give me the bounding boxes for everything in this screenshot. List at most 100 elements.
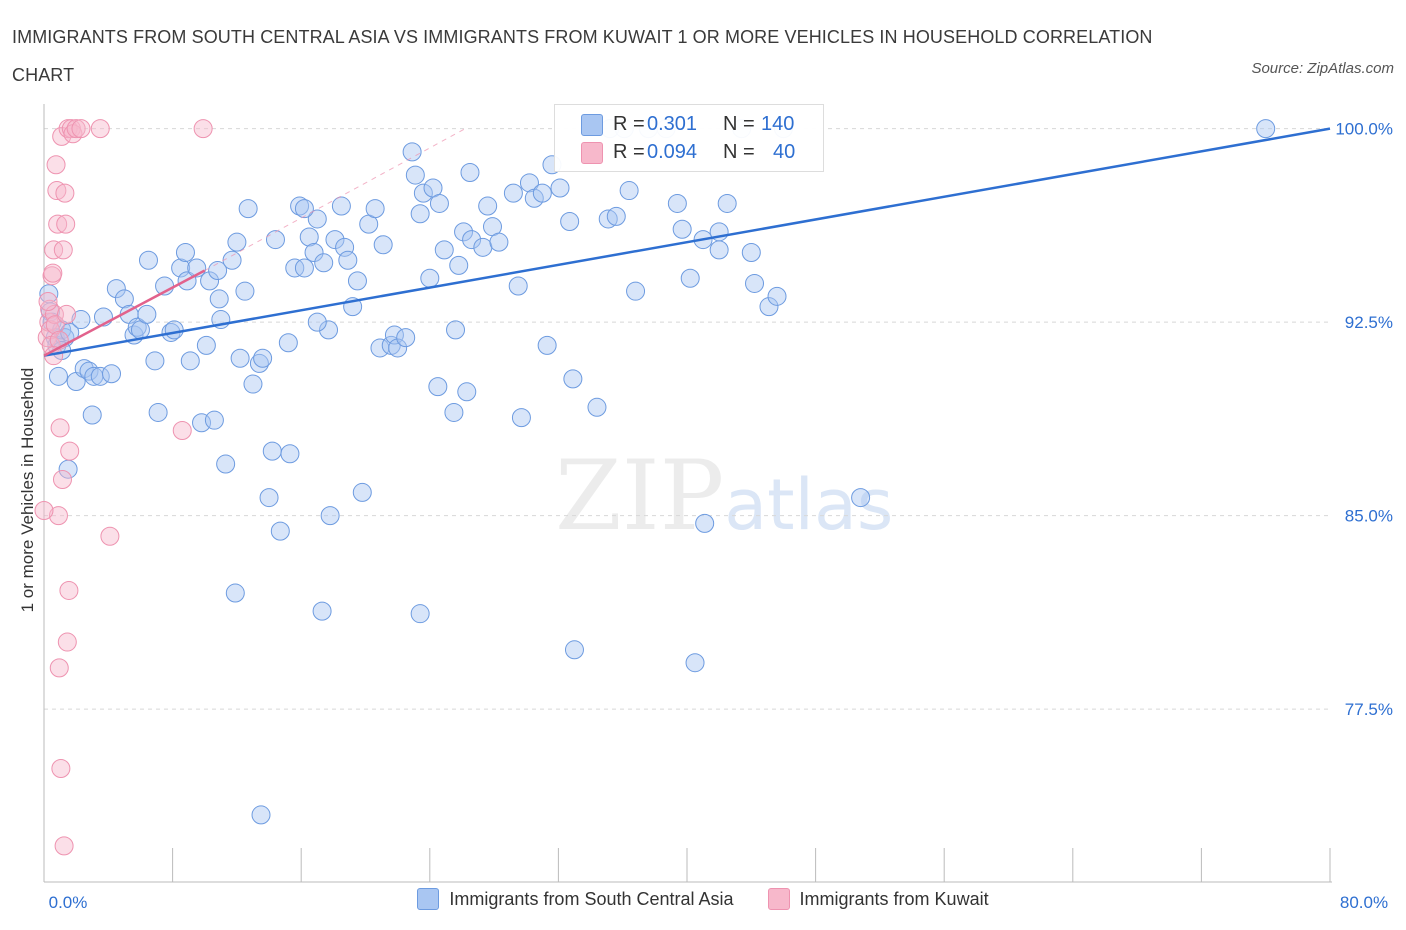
point-south-central-asia (457, 382, 477, 402)
legend: Immigrants from South Central Asia Immig… (0, 888, 1406, 910)
point-south-central-asia (138, 250, 158, 270)
point-south-central-asia (280, 444, 300, 464)
point-kuwait (57, 632, 77, 652)
point-south-central-asia (270, 521, 290, 541)
point-south-central-asia (285, 258, 305, 278)
point-south-central-asia (259, 488, 279, 508)
point-south-central-asia (335, 237, 355, 257)
point-south-central-asia (598, 209, 618, 229)
point-south-central-asia (106, 279, 126, 299)
stats-r-label: R = (613, 140, 645, 163)
point-kuwait (56, 214, 76, 234)
point-south-central-asia (429, 193, 449, 213)
point-south-central-asia (145, 351, 165, 371)
y-tick-label: 85.0% (1345, 507, 1393, 526)
stats-r-value-blue: 0.301 (647, 112, 698, 135)
point-south-central-asia (667, 193, 687, 213)
legend-label: Immigrants from South Central Asia (449, 888, 734, 909)
point-south-central-asia (709, 240, 729, 260)
point-south-central-asia (564, 640, 584, 660)
point-south-central-asia (402, 142, 422, 162)
point-south-central-asia (396, 328, 416, 348)
watermark: ZIPatlas (555, 440, 893, 552)
point-south-central-asia (759, 297, 779, 317)
point-south-central-asia (1256, 119, 1276, 139)
point-south-central-asia (532, 183, 552, 203)
point-kuwait (49, 658, 69, 678)
point-south-central-asia (462, 230, 482, 250)
point-south-central-asia (180, 351, 200, 371)
point-south-central-asia (619, 181, 639, 201)
stats-row-blue: R = 0.301 N = 140 (555, 110, 823, 138)
point-south-central-asia (71, 310, 91, 330)
point-south-central-asia (428, 377, 448, 397)
stats-swatch-pink (581, 142, 603, 164)
point-south-central-asia (851, 488, 871, 508)
point-south-central-asia (82, 405, 102, 425)
point-south-central-asia (39, 284, 59, 304)
point-kuwait (48, 506, 68, 526)
point-south-central-asia (478, 196, 498, 216)
point-south-central-asia (420, 268, 440, 288)
point-south-central-asia (384, 325, 404, 345)
point-south-central-asia (508, 276, 528, 296)
x-tick-label: 80.0% (1340, 893, 1388, 912)
point-south-central-asia (307, 312, 327, 332)
watermark-zip: ZIP (555, 440, 725, 552)
point-south-central-asia (560, 212, 580, 232)
point-south-central-asia (148, 402, 168, 422)
point-kuwait (38, 292, 58, 311)
point-south-central-asia (626, 281, 646, 301)
legend-item-south-central-asia[interactable]: Immigrants from South Central Asia (417, 888, 734, 910)
point-south-central-asia (200, 271, 220, 291)
point-south-central-asia (331, 196, 351, 216)
point-south-central-asia (587, 397, 607, 417)
point-kuwait (55, 183, 75, 203)
point-south-central-asia (265, 230, 285, 250)
axes (43, 104, 1332, 883)
point-south-central-asia (48, 366, 68, 386)
point-south-central-asia (695, 513, 715, 533)
point-south-central-asia (405, 165, 425, 185)
point-south-central-asia (314, 253, 334, 273)
y-tick-label: 92.5% (1345, 313, 1393, 332)
point-south-central-asia (410, 604, 430, 624)
legend-item-kuwait[interactable]: Immigrants from Kuwait (767, 888, 989, 910)
point-south-central-asia (745, 273, 765, 293)
tick-labels: 77.5% 85.0% 92.5% 100.0% 0.0% 80.0% (49, 120, 1393, 912)
point-south-central-asia (230, 348, 250, 368)
point-kuwait (51, 758, 71, 778)
data-points (34, 119, 1276, 856)
stats-n-label: N = (723, 140, 755, 163)
point-south-central-asia (685, 653, 705, 673)
point-south-central-asia (278, 333, 298, 353)
point-south-central-asia (164, 320, 184, 340)
point-south-central-asia (741, 242, 761, 262)
point-south-central-asia (262, 441, 282, 461)
point-south-central-asia (238, 199, 258, 219)
point-south-central-asia (373, 235, 393, 255)
stats-n-value-blue: 140 (761, 112, 795, 135)
point-south-central-asia (222, 250, 242, 270)
point-south-central-asia (227, 232, 247, 252)
point-south-central-asia (175, 242, 195, 262)
point-south-central-asia (767, 286, 787, 306)
point-kuwait (34, 500, 54, 520)
point-south-central-asia (235, 281, 255, 301)
y-tick-label: 77.5% (1345, 700, 1393, 719)
point-south-central-asia (319, 320, 339, 340)
point-kuwait (57, 304, 77, 324)
stats-swatch-blue (581, 114, 603, 136)
point-south-central-asia (365, 199, 385, 219)
point-south-central-asia (299, 227, 319, 247)
point-south-central-asia (249, 353, 269, 373)
point-kuwait (59, 580, 79, 600)
legend-label: Immigrants from Kuwait (799, 888, 989, 909)
point-kuwait (193, 119, 213, 139)
point-south-central-asia (243, 374, 263, 394)
point-south-central-asia (606, 206, 626, 226)
point-south-central-asia (537, 335, 557, 355)
point-kuwait (43, 263, 63, 283)
point-south-central-asia (127, 317, 147, 337)
